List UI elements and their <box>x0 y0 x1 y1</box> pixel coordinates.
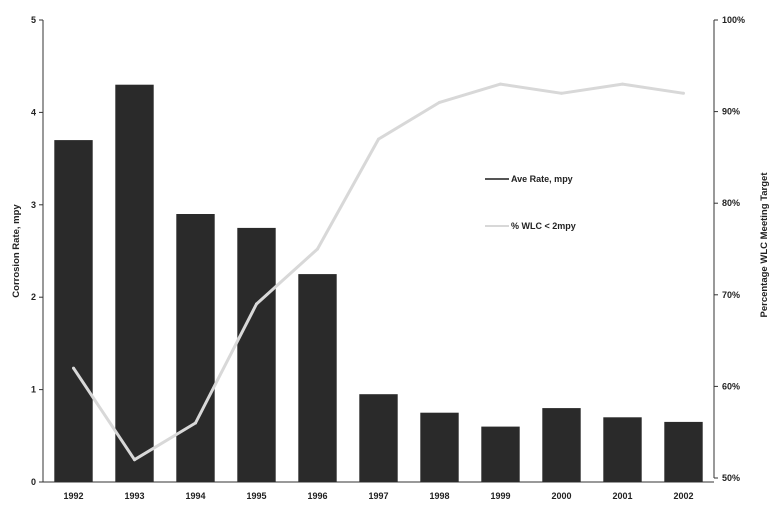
line-series <box>72 82 685 462</box>
left-tick-labels: 0 1 2 3 4 5 <box>31 15 43 487</box>
line-point-1993 <box>133 458 136 462</box>
legend: Ave Rate, mpy % WLC < 2mpy <box>485 174 576 231</box>
left-tick-label: 5 <box>31 15 36 25</box>
x-tick-labels: 1992 1993 1994 1995 1996 1997 1998 1999 2000 2001… <box>63 491 693 501</box>
x-tick-label: 1996 <box>307 491 327 501</box>
line-point-1996 <box>316 247 319 251</box>
right-tick-label: 60% <box>722 381 740 391</box>
line-point-1995 <box>255 302 258 306</box>
bar-1995 <box>237 227 276 482</box>
x-tick-label: 1995 <box>246 491 266 501</box>
bar-1997 <box>359 394 398 482</box>
x-tick-label: 1994 <box>185 491 205 501</box>
x-tick-label: 1993 <box>124 491 144 501</box>
bar-1993 <box>115 84 154 482</box>
right-tick-label: 50% <box>722 473 740 483</box>
right-tick-label: 100% <box>722 15 745 25</box>
x-tick-label: 1997 <box>368 491 388 501</box>
right-axis-title: Percentage WLC Meeting Target <box>759 172 770 318</box>
line-point-2000 <box>560 91 563 95</box>
line-point-1998 <box>438 100 441 104</box>
line-point-1999 <box>499 82 502 86</box>
x-tick-label: 1998 <box>429 491 449 501</box>
bar-2000 <box>542 408 581 482</box>
legend-label-line: % WLC < 2mpy <box>511 221 576 231</box>
bar-2002 <box>664 421 703 482</box>
right-tick-label: 70% <box>722 290 740 300</box>
left-tick-label: 1 <box>31 385 36 395</box>
legend-label-bar: Ave Rate, mpy <box>511 174 573 184</box>
right-tick-labels: 50% 60% 70% 80% 90% 100% <box>714 15 745 483</box>
left-tick-label: 3 <box>31 200 36 210</box>
x-tick-label: 1999 <box>490 491 510 501</box>
bar-1994 <box>176 214 215 482</box>
line-point-1997 <box>377 137 380 141</box>
bars <box>54 84 703 482</box>
right-tick-label: 90% <box>722 107 740 117</box>
bar-1992 <box>54 140 93 482</box>
left-tick-label: 2 <box>31 292 36 302</box>
right-tick-label: 80% <box>722 198 740 208</box>
line-point-1994 <box>194 421 197 425</box>
left-axis-title: Corrosion Rate, mpy <box>11 204 22 298</box>
left-tick-label: 0 <box>31 477 36 487</box>
x-tick-label: 2000 <box>551 491 571 501</box>
bar-1999 <box>481 426 520 482</box>
line-point-2002 <box>682 91 685 95</box>
bar-1996 <box>298 274 337 482</box>
bar-2001 <box>603 417 642 482</box>
line-point-1992 <box>72 366 75 370</box>
x-tick-label: 2002 <box>673 491 693 501</box>
x-tick-label: 1992 <box>63 491 83 501</box>
bar-1998 <box>420 412 459 482</box>
line-point-2001 <box>621 82 624 86</box>
x-tick-label: 2001 <box>612 491 632 501</box>
left-tick-label: 4 <box>31 107 36 117</box>
